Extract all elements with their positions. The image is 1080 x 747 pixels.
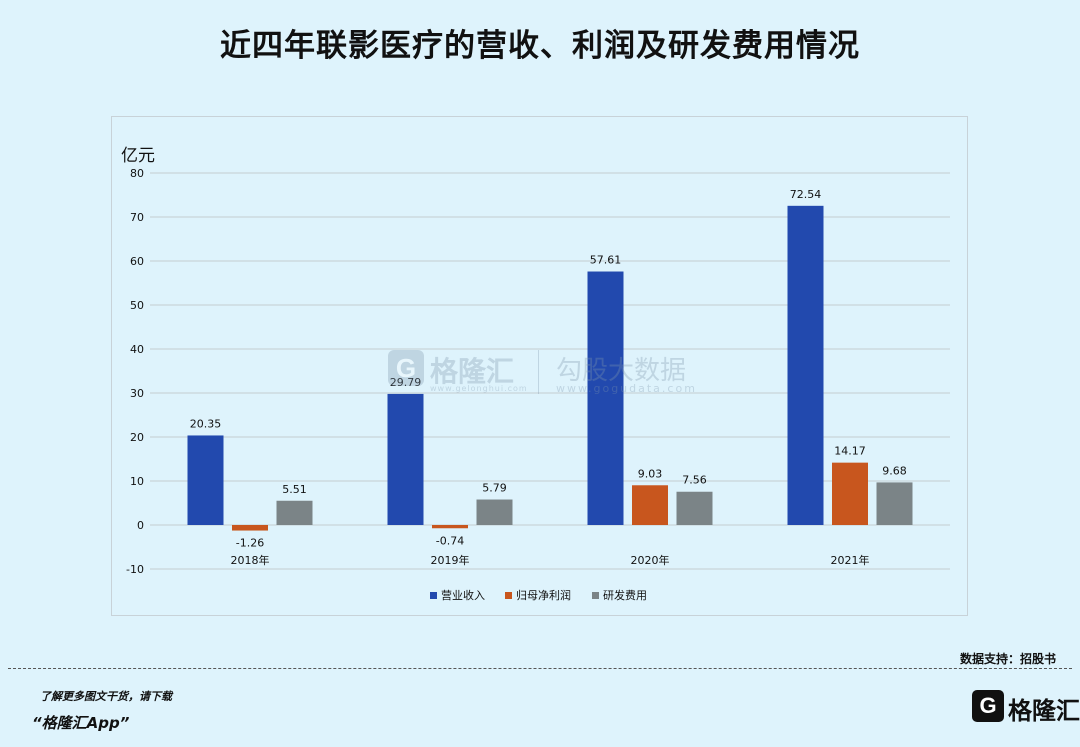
brand-logo[interactable]: G 格隆汇 <box>972 690 1080 726</box>
y-tick-label: 10 <box>130 475 144 488</box>
data-label: 72.54 <box>790 188 822 201</box>
bar-3-1 <box>276 500 313 525</box>
data-label: 9.03 <box>638 467 663 480</box>
app-name[interactable]: “格隆汇App” <box>32 714 130 732</box>
data-source: 数据支持：招股书 <box>959 652 1056 666</box>
y-tick-label: 60 <box>130 255 144 268</box>
brand-name: 格隆汇 <box>1008 697 1080 725</box>
footer-divider <box>8 668 1072 669</box>
page-title: 近四年联影医疗的营收、利润及研发费用情况 <box>220 28 860 64</box>
chart-frame: 亿元 -10 0 10 20 30 40 50 60 70 80 20.35 -1.26 5.51 2018… <box>111 116 968 616</box>
revenue-profit-rd-bar-chart: 亿元 -10 0 10 20 30 40 50 60 70 80 20.35 -1.26 5.51 2018… <box>121 146 950 602</box>
bar-1-3 <box>587 271 624 525</box>
x-tick-label: 2021年 <box>831 553 870 567</box>
download-prompt: 了解更多图文干货，请下载 <box>40 690 172 703</box>
bar-3-4 <box>876 482 913 525</box>
data-label: 9.68 <box>882 464 907 477</box>
y-tick-label: 20 <box>130 431 144 444</box>
data-label: 14.17 <box>834 445 866 458</box>
legend-swatch <box>592 592 599 599</box>
data-label: -1.26 <box>236 537 264 550</box>
x-tick-label: 2019年 <box>431 553 470 567</box>
y-tick-label: 50 <box>130 299 144 312</box>
data-label: 29.79 <box>390 376 422 389</box>
data-label: 5.51 <box>282 483 307 496</box>
bar-1-1 <box>187 435 224 525</box>
data-label: -0.74 <box>436 534 464 547</box>
bar-3-3 <box>676 491 713 525</box>
y-tick-label: 40 <box>130 343 144 356</box>
legend-swatch <box>430 592 437 599</box>
data-label: 7.56 <box>682 474 707 487</box>
bar-2-3 <box>632 485 668 525</box>
x-tick-label: 2020年 <box>631 553 670 567</box>
data-label: 57.61 <box>590 254 622 267</box>
y-tick-label: 0 <box>137 519 144 532</box>
x-tick-label: 2018年 <box>231 553 270 567</box>
legend-label: 研发费用 <box>603 588 647 602</box>
bar-2-4 <box>832 462 868 525</box>
y-tick-label: -10 <box>126 563 144 576</box>
data-label: 20.35 <box>190 417 222 430</box>
y-axis-unit-label: 亿元 <box>121 146 155 166</box>
y-tick-label: 80 <box>130 167 144 180</box>
y-tick-label: 30 <box>130 387 144 400</box>
legend-label: 营业收入 <box>441 588 485 602</box>
bar-1-2 <box>387 393 424 525</box>
bar-2-1 <box>232 525 268 531</box>
y-tick-label: 70 <box>130 211 144 224</box>
bar-2-2 <box>432 525 468 529</box>
brand-g-icon: G <box>972 690 1004 722</box>
data-label: 5.79 <box>482 482 507 495</box>
legend-label: 归母净利润 <box>516 588 571 602</box>
legend-swatch <box>505 592 512 599</box>
bar-3-2 <box>476 499 513 525</box>
bar-1-4 <box>787 205 824 525</box>
